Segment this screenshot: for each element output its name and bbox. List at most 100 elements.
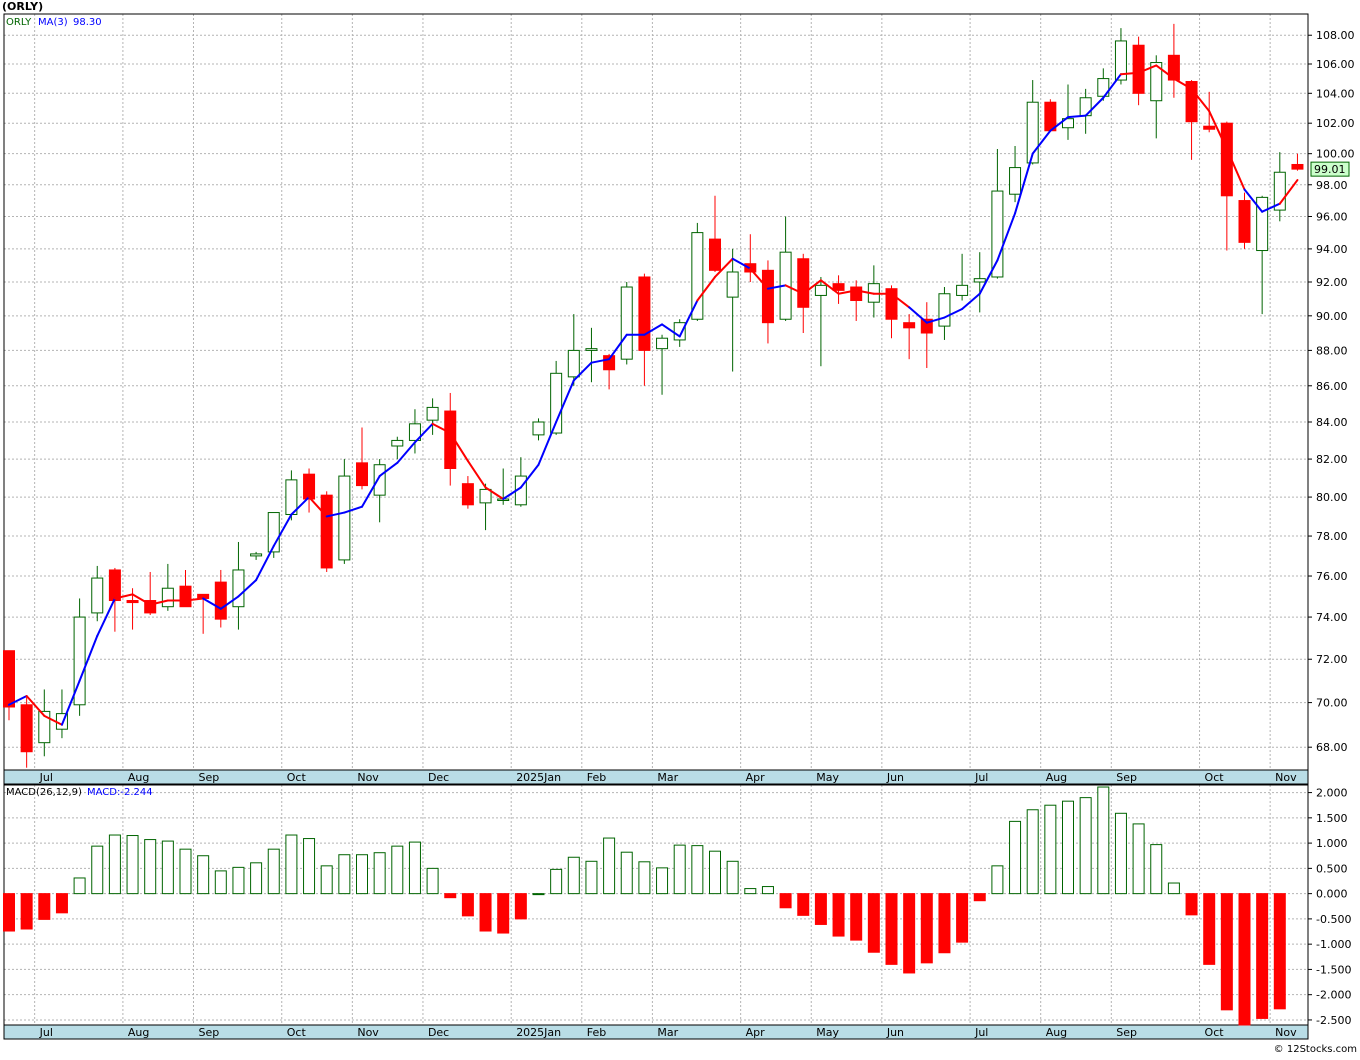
price-y-tick-label: 86.00 [1316, 380, 1348, 393]
macd-x-tick-label: Aug [1046, 1026, 1067, 1039]
macd-bar [514, 893, 527, 920]
ma-segment [343, 505, 363, 514]
ma-segment [1225, 148, 1246, 191]
candle-body [1062, 118, 1074, 129]
macd-bar [285, 834, 298, 895]
ma-segment [678, 299, 699, 338]
macd-y-tick-label: 1.500 [1316, 812, 1348, 825]
ma-segment [1119, 71, 1140, 76]
price-x-tick-label: Sep [1116, 771, 1137, 784]
candle-body [1132, 44, 1145, 94]
price-y-tick-label: 104.00 [1316, 87, 1355, 100]
macd-x-tick-label: May [816, 1026, 839, 1039]
macd-bar [1097, 786, 1110, 895]
macd-legend-label: MACD(26,12,9) [6, 787, 82, 798]
candle-body [126, 600, 139, 604]
ma-segment [1261, 202, 1281, 213]
macd-bar [179, 848, 192, 895]
last-price-label: 99.01 [1314, 163, 1346, 176]
ma-segment [96, 597, 116, 637]
price-x-tick-label: Oct [1205, 771, 1225, 784]
macd-bar [497, 893, 510, 934]
ma-segment [184, 597, 205, 602]
ma-segment [60, 679, 81, 726]
price-x-tick-label: Nov [1275, 771, 1297, 784]
macd-bar [1079, 797, 1092, 895]
candle-body [585, 348, 598, 351]
ma-segment [1190, 87, 1211, 113]
ma-segment [661, 323, 681, 338]
price-x-tick-label: Jun [886, 771, 904, 784]
candle-body [1167, 54, 1180, 81]
macd-y-tick-label: -0.500 [1316, 913, 1351, 926]
price-x-tick-label: Oct [287, 771, 307, 784]
macd-bar [373, 852, 386, 895]
price-x-tick-label: Aug [128, 771, 149, 784]
macd-bar [126, 835, 139, 895]
candle-body [903, 322, 916, 329]
ma-segment [1155, 64, 1175, 80]
ma-segment [1243, 188, 1264, 213]
price-y-tick-label: 106.00 [1316, 58, 1355, 71]
macd-bar [356, 854, 368, 895]
candle-body [161, 587, 174, 608]
price-y-tick-label: 94.00 [1316, 243, 1348, 256]
ma-segment [1031, 129, 1052, 155]
price-y-tick-label: 68.00 [1316, 741, 1348, 754]
price-y-tick-label: 74.00 [1316, 611, 1348, 624]
ma-segment [502, 486, 522, 501]
price-x-tick-label: 2025Jan [516, 771, 561, 784]
ma-segment [466, 459, 487, 489]
ma-segment [378, 461, 399, 478]
candle-body [267, 512, 280, 553]
ma-segment [290, 496, 311, 516]
ma-segment [78, 634, 99, 682]
ma-segment [413, 422, 434, 444]
ma-segment [1067, 114, 1087, 119]
candle-body [603, 355, 616, 371]
candle-body [320, 494, 333, 569]
ma-segment [431, 422, 452, 435]
macd-bar [338, 854, 351, 895]
macd-bar [620, 851, 633, 895]
ma-segment [731, 257, 752, 270]
candle-body [373, 464, 386, 496]
price-y-tick-label: 70.00 [1316, 697, 1348, 710]
price-x-tick-label: Jul [39, 771, 53, 784]
macd-bar [1220, 893, 1233, 1011]
macd-bar [1203, 893, 1216, 965]
candle-body [656, 337, 669, 350]
candle-body [567, 349, 580, 378]
candle-body [250, 553, 263, 557]
macd-bar [938, 893, 951, 954]
macd-bar [303, 838, 316, 895]
macd-x-axis-band [3, 1024, 1309, 1040]
macd-bar [1150, 844, 1163, 895]
macd-y-tick-label: -2.500 [1316, 1014, 1351, 1027]
candle-body [532, 421, 545, 436]
price-y-tick-label: 88.00 [1316, 344, 1348, 357]
ma-segment [237, 579, 258, 598]
ma-segment [1014, 152, 1034, 215]
macd-bar [1062, 800, 1074, 895]
price-y-tick-label: 90.00 [1316, 310, 1348, 323]
ma-segment [484, 486, 505, 501]
price-y-tick-label: 76.00 [1316, 570, 1348, 583]
macd-bar [426, 867, 439, 895]
price-x-tick-label: Feb [587, 771, 606, 784]
candle-body [179, 585, 192, 608]
macd-bar [214, 870, 227, 895]
macd-x-tick-label: 2025Jan [516, 1026, 561, 1039]
macd-y-tick-label: -1.000 [1316, 938, 1351, 951]
ma-segment [537, 420, 558, 466]
macd-x-tick-label: Apr [746, 1026, 766, 1039]
ma-segment [1208, 110, 1228, 151]
macd-bar [3, 893, 15, 932]
candle-body [726, 271, 739, 298]
macd-bar [444, 893, 457, 899]
price-x-tick-label: Dec [428, 771, 449, 784]
ma-segment [643, 323, 664, 336]
macd-bar [1009, 820, 1022, 895]
